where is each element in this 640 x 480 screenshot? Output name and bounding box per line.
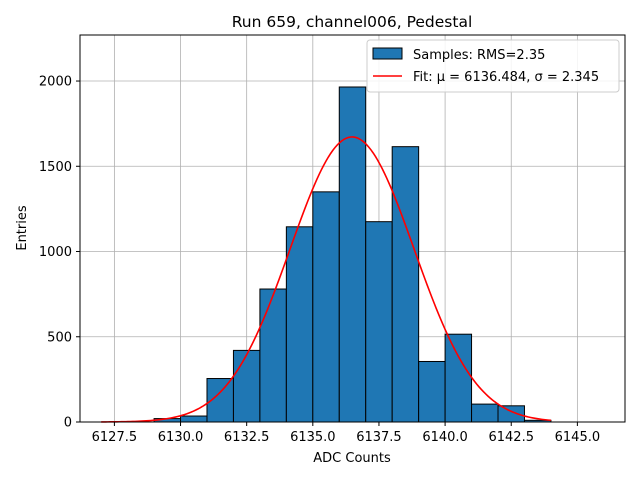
histogram-bar: [232, 349, 261, 423]
histogram-bar: [391, 146, 420, 423]
fit-curve: [101, 136, 551, 423]
legend-fit-label: Fit: μ = 6136.484, σ = 2.345: [413, 70, 599, 85]
y-axis-title: Entries: [15, 205, 30, 251]
legend: Samples: RMS=2.35 Fit: μ = 6136.484, σ =…: [366, 39, 620, 93]
histogram-bar: [312, 191, 340, 423]
y-axis-ticks: 0 500 1000 1500 2000: [39, 75, 80, 431]
legend-box: [366, 39, 620, 93]
x-tick-label: 6137.5: [356, 430, 402, 445]
histogram-bar: [285, 226, 314, 423]
x-tick-label: 6140.0: [422, 430, 468, 445]
x-axis-title: ADC Counts: [313, 451, 391, 466]
y-tick-label: 1000: [39, 245, 72, 260]
histogram-bar: [259, 288, 287, 423]
histogram-bar: [497, 405, 525, 423]
y-tick-label: 1500: [39, 160, 72, 175]
histogram-bar: [444, 333, 473, 423]
histogram-bar: [418, 360, 446, 423]
x-axis-ticks: 6127.5 6130.0 6132.5 6135.0 6137.5 6140.0 6142…: [92, 422, 600, 445]
histogram-bar: [180, 415, 208, 423]
x-tick-label: 6132.5: [224, 430, 270, 445]
histogram-bars: [153, 86, 552, 423]
histogram-bar: [365, 221, 393, 423]
legend-histogram-swatch: [372, 47, 403, 60]
x-tick-label: 6127.5: [92, 430, 138, 445]
fit-curve-layer: [101, 136, 551, 423]
x-tick-label: 6130.0: [158, 430, 204, 445]
legend-histogram-label: Samples: RMS=2.35: [413, 48, 545, 63]
chart-title: Run 659, channel006, Pedestal: [232, 13, 473, 31]
x-tick-label: 6135.0: [290, 430, 336, 445]
y-tick-label: 500: [47, 330, 72, 345]
y-tick-label: 0: [64, 416, 72, 431]
x-tick-label: 6142.5: [488, 430, 534, 445]
histogram-bar: [471, 403, 499, 423]
plot-frame: [79, 34, 626, 423]
y-tick-label: 2000: [39, 75, 72, 90]
x-tick-label: 6145.0: [555, 430, 601, 445]
